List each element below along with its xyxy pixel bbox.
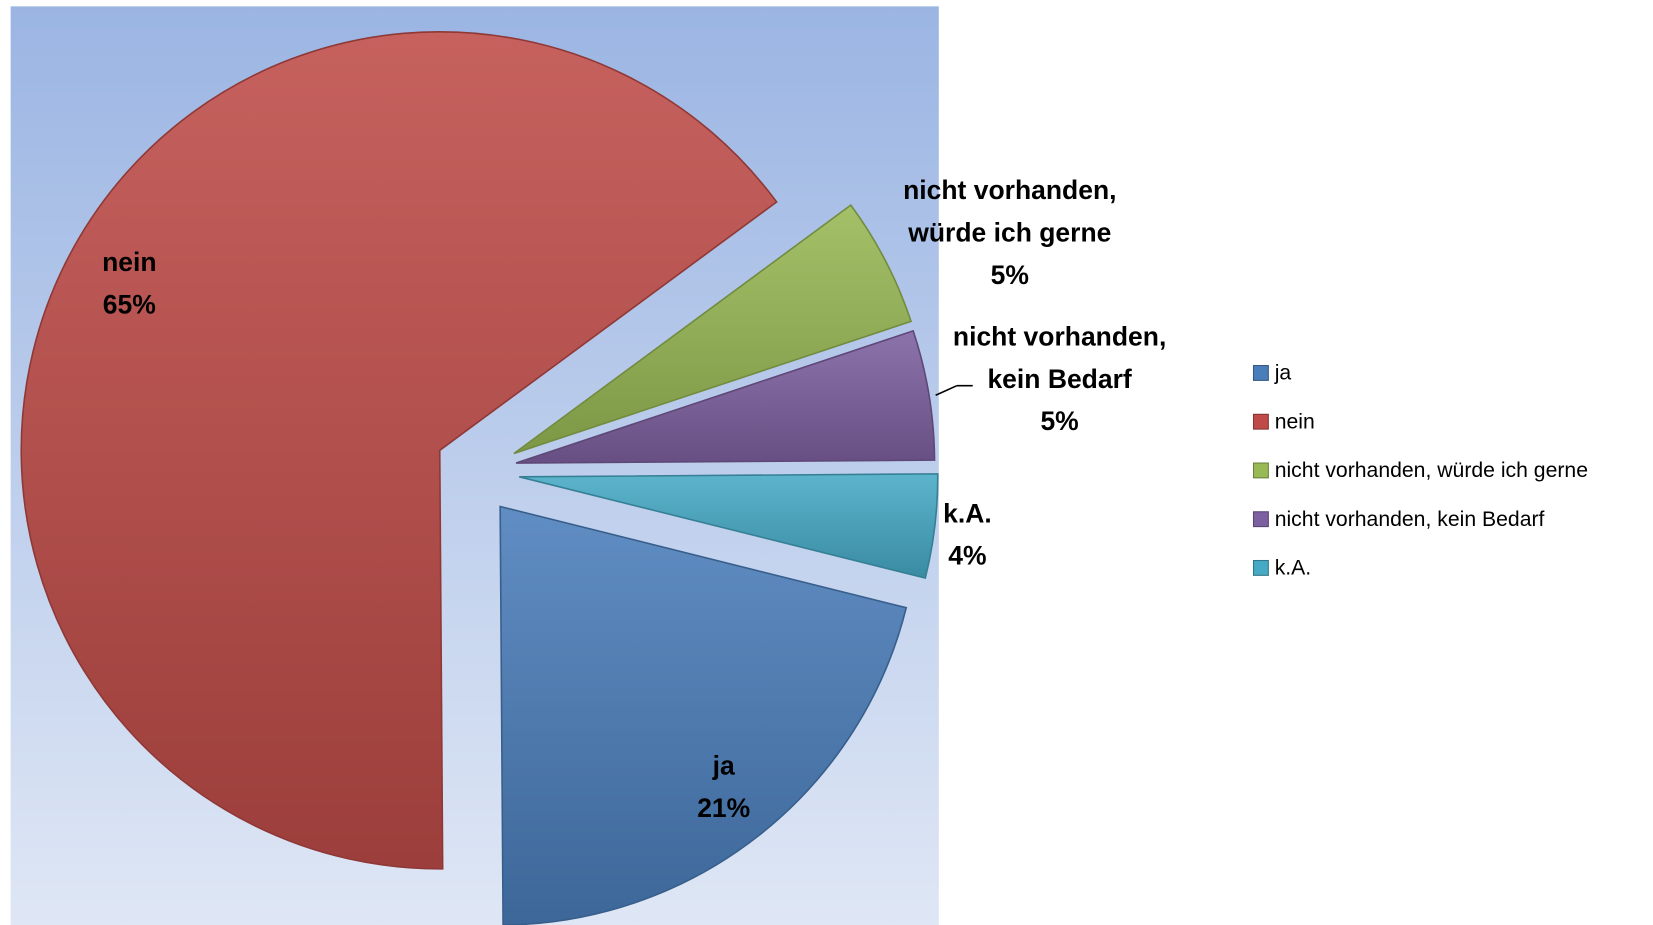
legend-marker [1252,511,1269,528]
data-label-name: ja [712,751,735,781]
data-label-name: nicht vorhanden, würde ich gerne [903,175,1117,248]
data-label-box: nicht vorhanden, kein Bedarf 5% [927,316,1192,443]
data-labels: ja 21% nein 65% nicht vorhanden, würde ich g… [0,170,1192,830]
data-label-value: 21% [697,793,751,824]
pie-slice [515,329,936,464]
pie-slice [20,30,778,870]
legend: ja nein nicht vorhanden, würde ich gerne ni… [1252,362,1588,580]
data-label: nicht vorhanden, kein Bedarf 5% [927,316,1192,443]
pie-slice [519,473,939,580]
data-label-box: k.A. 4% [861,493,1073,578]
data-label-box: nicht vorhanden, würde ich gerne 5% [877,170,1142,297]
data-label: k.A. 4% [861,493,1073,578]
legend-marker [1252,365,1269,381]
data-label-value: 5% [990,260,1029,291]
pie [20,30,939,925]
data-label: nein 65% [0,242,267,327]
legend-label: ja [1274,362,1292,385]
data-label-name: nein [102,247,157,278]
legend-marker [1252,462,1269,479]
data-label-name: k.A. [943,499,992,529]
leader-line [935,384,958,396]
data-label-box: ja 21% [586,745,861,830]
data-label: nicht vorhanden, würde ich gerne 5% [877,170,1142,297]
data-label-box: nein 65% [0,242,267,327]
data-label-value: 5% [1040,406,1079,437]
data-label-value: 65% [102,290,156,320]
legend-label: k.A. [1275,557,1312,580]
pie-slice [513,204,913,455]
legend-marker [1252,559,1269,576]
legend-label: nicht vorhanden, kein Bedarf [1275,508,1545,531]
legend-marker [1252,413,1269,430]
data-label-name: nicht vorhanden, kein Bedarf [952,322,1167,395]
data-label-value: 4% [948,541,987,572]
data-label: ja 21% [586,745,861,830]
legend-label: nicht vorhanden, würde ich gerne [1275,459,1588,482]
pie-slice [499,505,908,925]
legend-label: nein [1275,410,1315,433]
